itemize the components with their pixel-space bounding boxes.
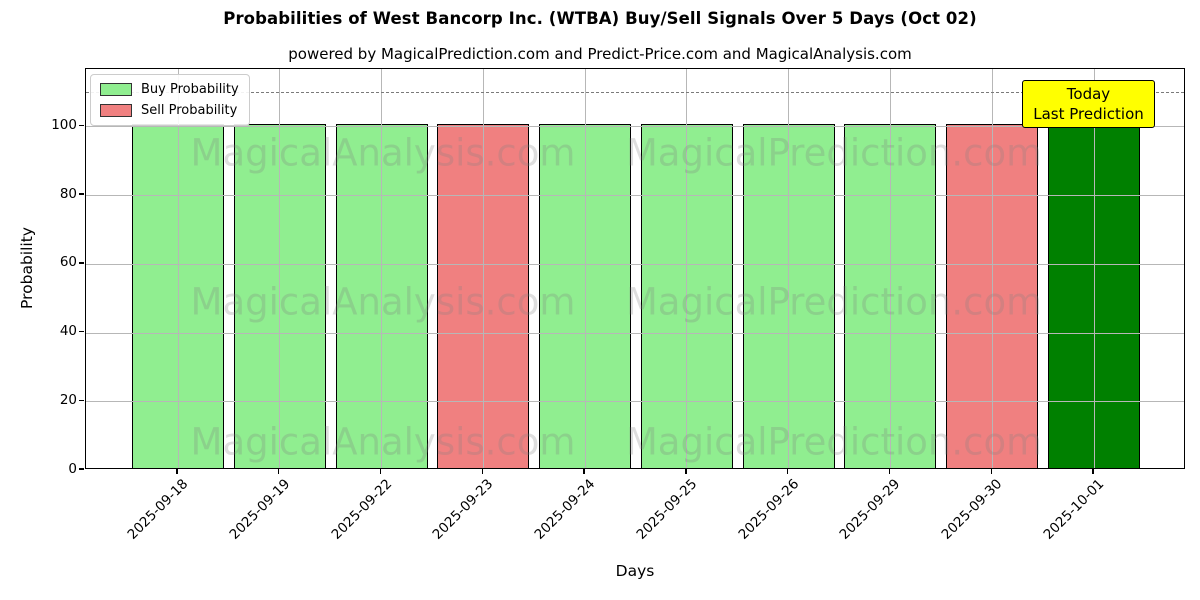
- h-gridline-60: [86, 263, 1184, 265]
- x-tick-label-2025-09-24: 2025-09-24: [531, 476, 599, 543]
- x-tick-2025-09-19: [278, 469, 280, 474]
- annotation-line-1: Today: [1066, 84, 1111, 103]
- v-gridline-2025-09-24: [584, 69, 586, 468]
- h-gridline-40: [86, 332, 1184, 334]
- h-gridline-80: [86, 195, 1184, 197]
- y-tick-label-100: 100: [51, 116, 77, 133]
- y-tick-20: [79, 399, 84, 401]
- x-tick-label-2025-09-19: 2025-09-19: [226, 476, 294, 543]
- y-axis-label: Probability: [18, 227, 36, 309]
- y-tick-60: [79, 262, 84, 264]
- today-annotation-box: Today Last Prediction: [1022, 80, 1155, 128]
- plot-area: MagicalAnalysis.com MagicalPrediction.com…: [85, 68, 1185, 469]
- chart-subtitle: powered by MagicalPrediction.com and Pre…: [288, 45, 912, 63]
- y-tick-label-20: 20: [59, 391, 77, 408]
- chart-title: Probabilities of West Bancorp Inc. (WTBA…: [223, 9, 977, 28]
- x-tick-2025-09-30: [990, 469, 992, 474]
- h-gridline-100: [86, 126, 1184, 128]
- legend-item-sell: Sell Probability: [100, 103, 239, 118]
- x-tick-2025-09-25: [685, 469, 687, 474]
- x-tick-2025-09-18: [176, 469, 178, 474]
- v-gridline-2025-09-19: [279, 69, 281, 468]
- x-tick-2025-09-26: [786, 469, 789, 474]
- x-tick-2025-09-22: [379, 469, 382, 474]
- x-tick-label-2025-10-01: 2025-10-01: [1040, 476, 1108, 543]
- h-gridline-20: [86, 401, 1184, 403]
- legend-label-buy: Buy Probability: [141, 82, 239, 97]
- v-gridline-2025-09-30: [991, 69, 993, 468]
- y-tick-0: [79, 468, 84, 470]
- y-tick-label-0: 0: [68, 460, 77, 477]
- x-tick-label-2025-09-23: 2025-09-23: [429, 476, 497, 543]
- threshold-dashed-line: [86, 92, 1184, 94]
- v-gridline-2025-09-29: [889, 69, 891, 468]
- v-gridline-2025-09-23: [482, 69, 484, 468]
- x-tick-2025-09-24: [583, 469, 585, 474]
- v-gridline-2025-09-25: [686, 69, 688, 468]
- x-tick-label-2025-09-26: 2025-09-26: [735, 476, 802, 543]
- legend-item-buy: Buy Probability: [100, 82, 239, 97]
- y-tick-label-60: 60: [59, 254, 77, 271]
- y-tick-100: [79, 124, 84, 127]
- x-tick-2025-09-29: [888, 469, 891, 474]
- y-tick-label-40: 40: [59, 323, 77, 340]
- y-tick-40: [79, 330, 84, 333]
- sell-color-swatch: [100, 104, 132, 117]
- x-tick-label-2025-09-29: 2025-09-29: [836, 476, 904, 543]
- y-tick-80: [79, 193, 84, 195]
- buy-color-swatch: [100, 83, 132, 96]
- x-tick-label-2025-09-18: 2025-09-18: [124, 476, 192, 543]
- x-tick-label-2025-09-22: 2025-09-22: [328, 476, 395, 543]
- x-tick-2025-09-23: [481, 469, 484, 474]
- v-gridline-2025-09-18: [177, 69, 179, 468]
- x-axis-label: Days: [615, 562, 655, 580]
- v-gridline-2025-10-01: [1093, 69, 1095, 468]
- legend-label-sell: Sell Probability: [141, 103, 238, 118]
- annotation-line-2: Last Prediction: [1033, 105, 1144, 123]
- legend: Buy Probability Sell Probability: [90, 74, 250, 126]
- x-tick-2025-10-01: [1092, 469, 1094, 474]
- v-gridline-2025-09-26: [788, 69, 790, 468]
- x-tick-label-2025-09-30: 2025-09-30: [938, 476, 1006, 543]
- x-tick-label-2025-09-25: 2025-09-25: [633, 476, 701, 543]
- y-tick-label-80: 80: [59, 185, 77, 202]
- v-gridline-2025-09-22: [381, 69, 383, 468]
